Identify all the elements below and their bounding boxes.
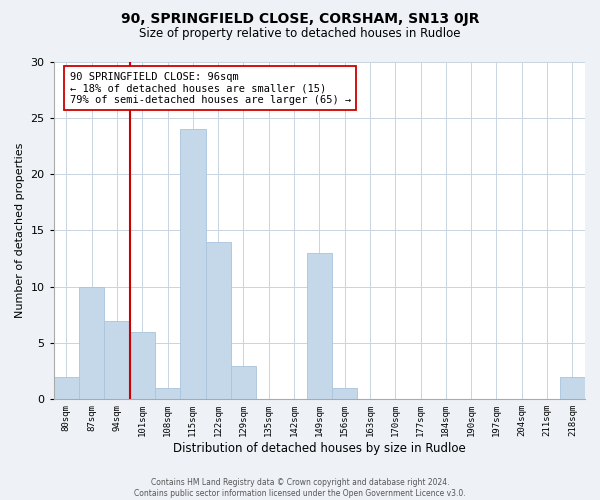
Bar bbox=[560, 377, 585, 400]
Text: Size of property relative to detached houses in Rudloe: Size of property relative to detached ho… bbox=[139, 28, 461, 40]
Text: Contains HM Land Registry data © Crown copyright and database right 2024.
Contai: Contains HM Land Registry data © Crown c… bbox=[134, 478, 466, 498]
Bar bbox=[206, 242, 231, 400]
Y-axis label: Number of detached properties: Number of detached properties bbox=[15, 142, 25, 318]
Bar bbox=[231, 366, 256, 400]
Bar bbox=[180, 129, 206, 400]
Bar bbox=[79, 286, 104, 400]
Text: 90, SPRINGFIELD CLOSE, CORSHAM, SN13 0JR: 90, SPRINGFIELD CLOSE, CORSHAM, SN13 0JR bbox=[121, 12, 479, 26]
Bar bbox=[54, 377, 79, 400]
Bar bbox=[104, 320, 130, 400]
Bar bbox=[130, 332, 155, 400]
Bar bbox=[155, 388, 180, 400]
X-axis label: Distribution of detached houses by size in Rudloe: Distribution of detached houses by size … bbox=[173, 442, 466, 455]
Bar bbox=[307, 253, 332, 400]
Bar bbox=[332, 388, 358, 400]
Text: 90 SPRINGFIELD CLOSE: 96sqm
← 18% of detached houses are smaller (15)
79% of sem: 90 SPRINGFIELD CLOSE: 96sqm ← 18% of det… bbox=[70, 72, 351, 105]
